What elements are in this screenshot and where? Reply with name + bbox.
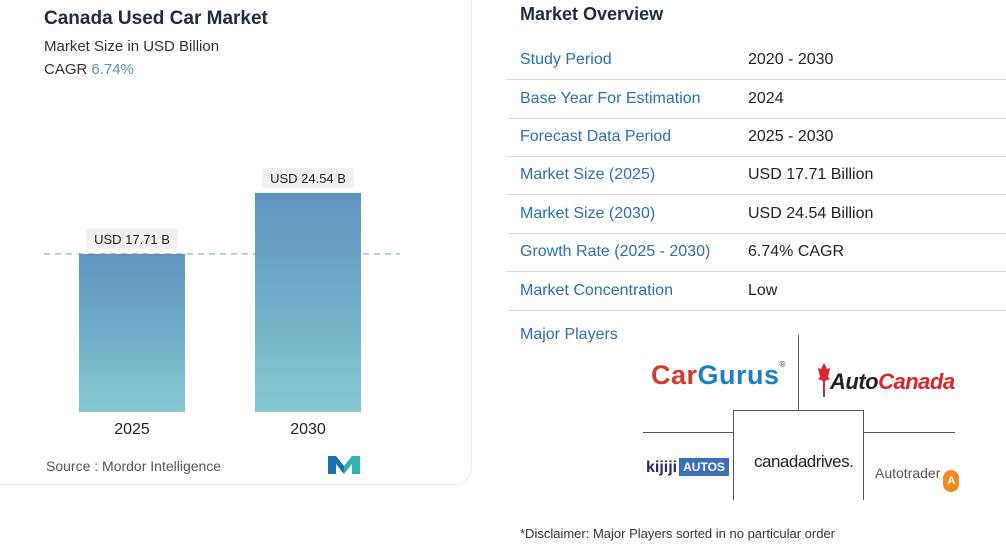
canadadrives-logo: canadadrives. <box>754 452 854 471</box>
x-tick-label: 2025 <box>114 421 150 438</box>
bar-chart: USD 17.71 B 2025 USD 24.54 B 2030 <box>44 167 400 438</box>
major-players-label: Major Players <box>520 326 618 343</box>
data-label: USD 17.71 B <box>94 232 170 247</box>
kijiji-autos-logo: kijiji AUTOS <box>646 458 729 477</box>
logo-text: Canada <box>878 369 955 394</box>
row-label: Forecast Data Period <box>520 128 672 145</box>
cargurus-logo: CarGurus® <box>651 360 786 391</box>
overview-row: Forecast Data Period 2025 - 2030 <box>507 118 1006 157</box>
overview-row: Study Period 2020 - 2030 <box>507 41 1006 80</box>
overview-row: Market Size (2030) USD 24.54 Billion <box>507 195 1006 234</box>
chart-subtitle: Market Size in USD Billion <box>44 38 220 55</box>
overview-row: Market Concentration Low <box>507 272 1006 311</box>
x-tick-label: 2030 <box>290 421 326 438</box>
bar <box>255 192 361 412</box>
row-value: USD 17.71 Billion <box>748 166 874 183</box>
bar <box>79 253 185 412</box>
logo-text: Gurus <box>697 360 780 390</box>
row-value: Low <box>748 282 778 299</box>
row-value: 2025 - 2030 <box>748 128 834 145</box>
data-label-bg <box>262 167 354 188</box>
chart-card: Canada Used Car Market Market Size in US… <box>0 0 472 485</box>
row-value: 6.74% CAGR <box>748 243 845 260</box>
logo-text: Car <box>651 360 698 390</box>
divider <box>643 432 733 433</box>
chart-title: Canada Used Car Market <box>44 8 268 29</box>
row-label: Market Size (2025) <box>520 166 656 183</box>
row-label: Base Year For Estimation <box>520 90 701 107</box>
maple-leaf-icon <box>818 363 830 397</box>
autotrader-logo: Autotrader A <box>875 465 960 492</box>
cagr-label: CAGR <box>44 61 88 78</box>
overview-row: Base Year For Estimation 2024 <box>507 80 1006 119</box>
source-text: Source : Mordor Intelligence <box>46 458 222 474</box>
autocanada-logo: AutoCanada <box>818 363 955 397</box>
divider <box>863 432 955 433</box>
row-value: 2020 - 2030 <box>748 51 834 68</box>
logo-text: ® <box>779 360 786 369</box>
disclaimer: *Disclaimer: Major Players sorted in no … <box>520 526 836 541</box>
overview-title: Market Overview <box>520 4 664 24</box>
data-label: USD 24.54 B <box>270 171 346 186</box>
overview-row: Market Size (2025) USD 17.71 Billion <box>507 156 1006 195</box>
divider <box>798 335 799 410</box>
row-label: Market Concentration <box>520 282 673 299</box>
overview-row: Growth Rate (2025 - 2030) 6.74% CAGR <box>507 233 1006 272</box>
logo-text: AUTOS <box>679 458 729 476</box>
mordor-logo-icon <box>328 456 360 474</box>
row-value: USD 24.54 Billion <box>748 205 874 222</box>
logo-text: kijiji <box>646 459 678 476</box>
cagr-value: 6.74% <box>91 61 134 78</box>
row-label: Study Period <box>520 51 612 68</box>
row-label: Growth Rate (2025 - 2030) <box>520 243 711 260</box>
logo-text: Autotrader <box>875 465 941 481</box>
logo-text: Auto <box>830 369 879 394</box>
cagr-row: CAGR 6.74% <box>44 61 134 78</box>
row-label: Market Size (2030) <box>520 205 656 222</box>
data-label-bg <box>86 228 178 249</box>
row-value: 2024 <box>748 90 784 107</box>
autotrader-badge-icon: A <box>943 470 960 492</box>
divider <box>863 410 864 500</box>
divider <box>733 410 863 411</box>
divider <box>733 410 734 500</box>
